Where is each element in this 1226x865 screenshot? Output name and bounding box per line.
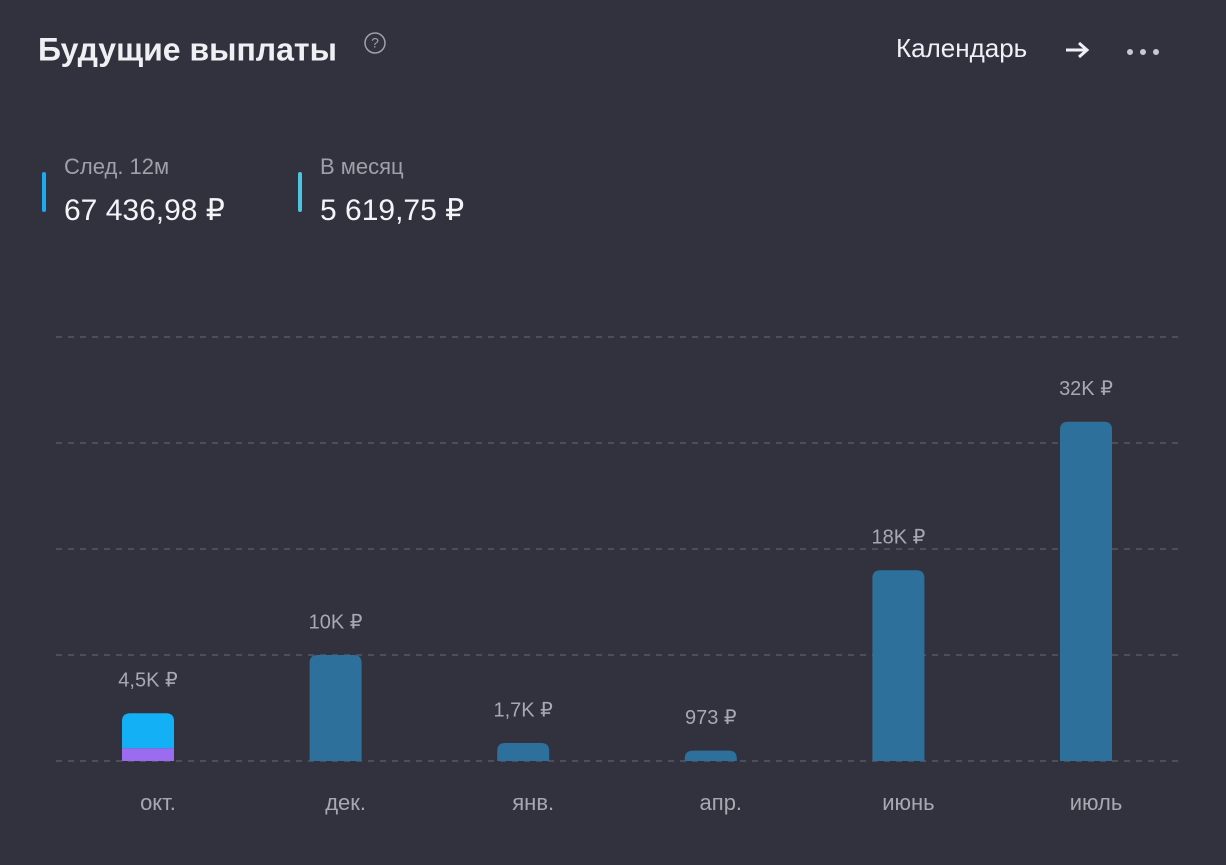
bar <box>872 570 925 761</box>
help-mark: ? <box>371 35 379 51</box>
bar <box>122 748 174 761</box>
arrow-icon[interactable] <box>1066 41 1090 59</box>
x-tick-label: июнь <box>882 790 934 815</box>
bar <box>1060 421 1112 761</box>
summary-label: В месяц <box>320 154 404 179</box>
value-label: 4,5K ₽ <box>118 670 178 692</box>
bar <box>497 742 550 761</box>
dot <box>1140 49 1146 55</box>
x-tick-label: апр. <box>700 790 743 815</box>
calendar-link[interactable]: Календарь <box>896 33 1027 63</box>
bar <box>122 713 174 749</box>
more-menu[interactable] <box>1127 49 1159 55</box>
value-label: 32K ₽ <box>1059 378 1113 400</box>
summary-label: След. 12м <box>64 154 169 179</box>
value-label: 10K ₽ <box>309 611 363 633</box>
title: Будущие выплаты <box>38 31 337 67</box>
value-label: 1,7K ₽ <box>493 699 553 721</box>
indicator <box>42 172 46 212</box>
x-tick-label: июль <box>1070 790 1123 815</box>
x-tick-label: янв. <box>512 790 554 815</box>
value-label: 18K ₽ <box>871 526 925 548</box>
x-tick-label: дек. <box>325 790 366 815</box>
summary-value: 67 436,98 ₽ <box>64 194 225 227</box>
summary-value: 5 619,75 ₽ <box>320 194 464 227</box>
bar <box>309 655 362 761</box>
help-icon[interactable] <box>364 32 386 54</box>
indicator <box>298 172 302 212</box>
dot <box>1127 49 1133 55</box>
x-tick-label: окт. <box>140 790 176 815</box>
bar <box>684 750 737 761</box>
value-label: 973 ₽ <box>685 707 737 729</box>
dot <box>1153 49 1159 55</box>
